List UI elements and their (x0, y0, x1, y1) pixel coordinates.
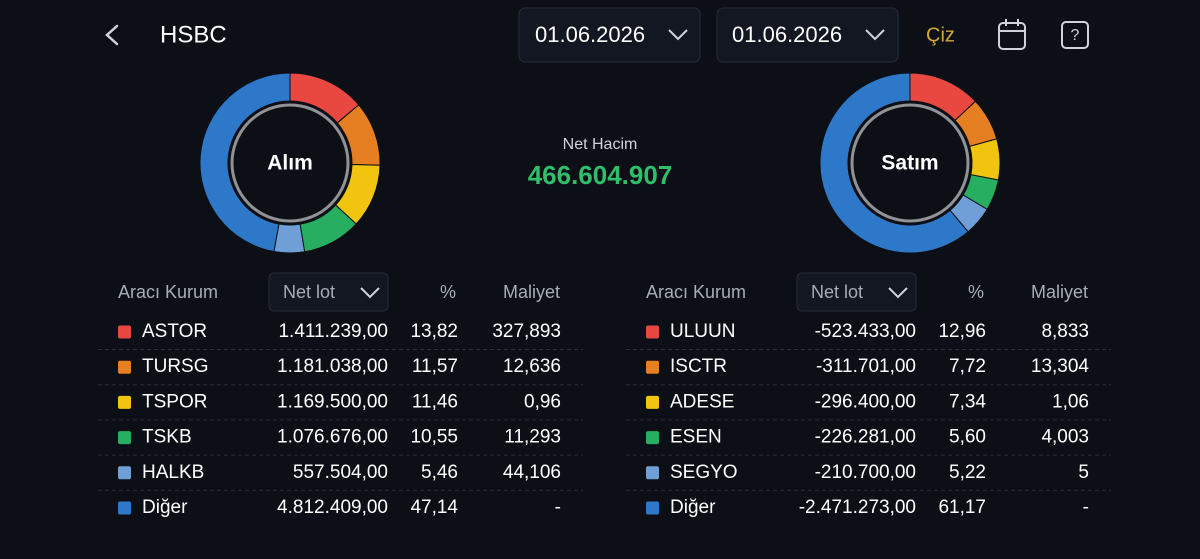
net-lot: -2.471.273,00 (799, 497, 916, 518)
percent: 7,72 (949, 356, 986, 377)
cost: - (1083, 497, 1089, 518)
legend-swatch (646, 325, 659, 339)
legend-swatch (118, 360, 131, 374)
broker-name: TSPOR (142, 391, 207, 412)
legend-swatch (118, 395, 131, 409)
column-header: % (440, 282, 456, 302)
percent: 5,60 (949, 427, 986, 448)
percent: 7,34 (949, 391, 986, 412)
donut-inner-ring (850, 103, 970, 223)
cost: 8,833 (1041, 321, 1089, 342)
column-header: Maliyet (503, 282, 560, 302)
percent: 5,22 (949, 462, 986, 483)
percent: 47,14 (410, 497, 458, 518)
percent: 12,96 (938, 321, 986, 342)
net-lot: 1.076.676,00 (277, 427, 388, 448)
donut-inner-ring (230, 103, 350, 223)
broker-name: HALKB (142, 462, 204, 483)
donut-segment (199, 72, 291, 253)
broker-name: TURSG (142, 356, 209, 377)
back-button[interactable] (105, 24, 119, 46)
net-lot: -296.400,00 (815, 391, 916, 412)
net-lot: -226.281,00 (815, 427, 916, 448)
calendar-icon[interactable] (998, 19, 1026, 50)
percent: 10,55 (410, 427, 458, 448)
column-header: Net lot (283, 282, 335, 302)
net-lot: -210.700,00 (815, 462, 916, 483)
column-header: Net lot (811, 282, 863, 302)
legend-swatch (646, 395, 659, 409)
column-header: Aracı Kurum (646, 282, 746, 302)
date-to: 01.06.2026 (732, 22, 842, 47)
cost: 11,293 (504, 427, 561, 448)
broker-name: ESEN (670, 427, 722, 448)
legend-swatch (118, 501, 131, 515)
cost: 44,106 (503, 462, 561, 483)
net-lot-dropdown[interactable] (268, 272, 389, 312)
date-from: 01.06.2026 (535, 22, 645, 47)
chevron (865, 29, 885, 41)
broker-name: ASTOR (142, 321, 207, 342)
cost: 4,003 (1041, 427, 1089, 448)
broker-name: ADESE (670, 391, 734, 412)
legend-swatch (118, 325, 131, 339)
donut-label: Satım (881, 152, 938, 175)
broker-name: SEGYO (670, 462, 738, 483)
net-lot: 1.169.500,00 (277, 391, 388, 412)
net-lot: 1.181.038,00 (277, 356, 388, 377)
net-lot: 1.411.239,00 (278, 321, 388, 342)
broker-name: TSKB (142, 427, 192, 448)
legend-swatch (646, 501, 659, 515)
broker-name: Diğer (670, 497, 716, 518)
cost: 327,893 (492, 321, 561, 342)
donut-segment (819, 72, 969, 254)
svg-text:?: ? (1071, 27, 1080, 44)
percent: 11,57 (412, 356, 458, 377)
column-header: Aracı Kurum (118, 282, 218, 302)
net-lot: 4.812.409,00 (277, 497, 388, 518)
page-title: HSBC (160, 21, 227, 48)
cost: 0,96 (524, 391, 561, 412)
column-header: Maliyet (1031, 282, 1088, 302)
legend-swatch (646, 466, 659, 480)
donut-segment (969, 138, 1001, 181)
broker-name: Diğer (142, 497, 188, 518)
cost: 5 (1078, 462, 1089, 483)
help-icon[interactable]: ? (1061, 21, 1089, 49)
cost: - (555, 497, 561, 518)
cost: 13,304 (1031, 356, 1090, 377)
column-header: % (968, 282, 984, 302)
donut-label: Alım (267, 152, 313, 175)
percent: 11,46 (412, 391, 458, 412)
legend-swatch (646, 360, 659, 374)
legend-swatch (646, 431, 659, 445)
percent: 61,17 (938, 497, 986, 518)
broker-name: ULUUN (670, 321, 735, 342)
chevron (668, 29, 688, 41)
net-lot: -311.701,00 (816, 356, 916, 377)
chevron (360, 287, 380, 299)
cost: 12,636 (503, 356, 561, 377)
date-from-box[interactable] (518, 7, 701, 63)
cost: 1,06 (1052, 391, 1089, 412)
chevron (888, 287, 908, 299)
net-lot-dropdown[interactable] (796, 272, 917, 312)
percent: 13,82 (410, 321, 458, 342)
percent: 5,46 (421, 462, 458, 483)
net-volume-value: 466.604.907 (528, 160, 673, 190)
draw-button[interactable]: Çiz (926, 24, 955, 46)
net-volume-label: Net Hacim (563, 136, 638, 153)
net-lot: 557.504,00 (293, 462, 388, 483)
legend-swatch (118, 466, 131, 480)
date-to-box[interactable] (716, 7, 899, 63)
broker-name: ISCTR (670, 356, 727, 377)
net-lot: -523.433,00 (815, 321, 916, 342)
legend-swatch (118, 431, 131, 445)
